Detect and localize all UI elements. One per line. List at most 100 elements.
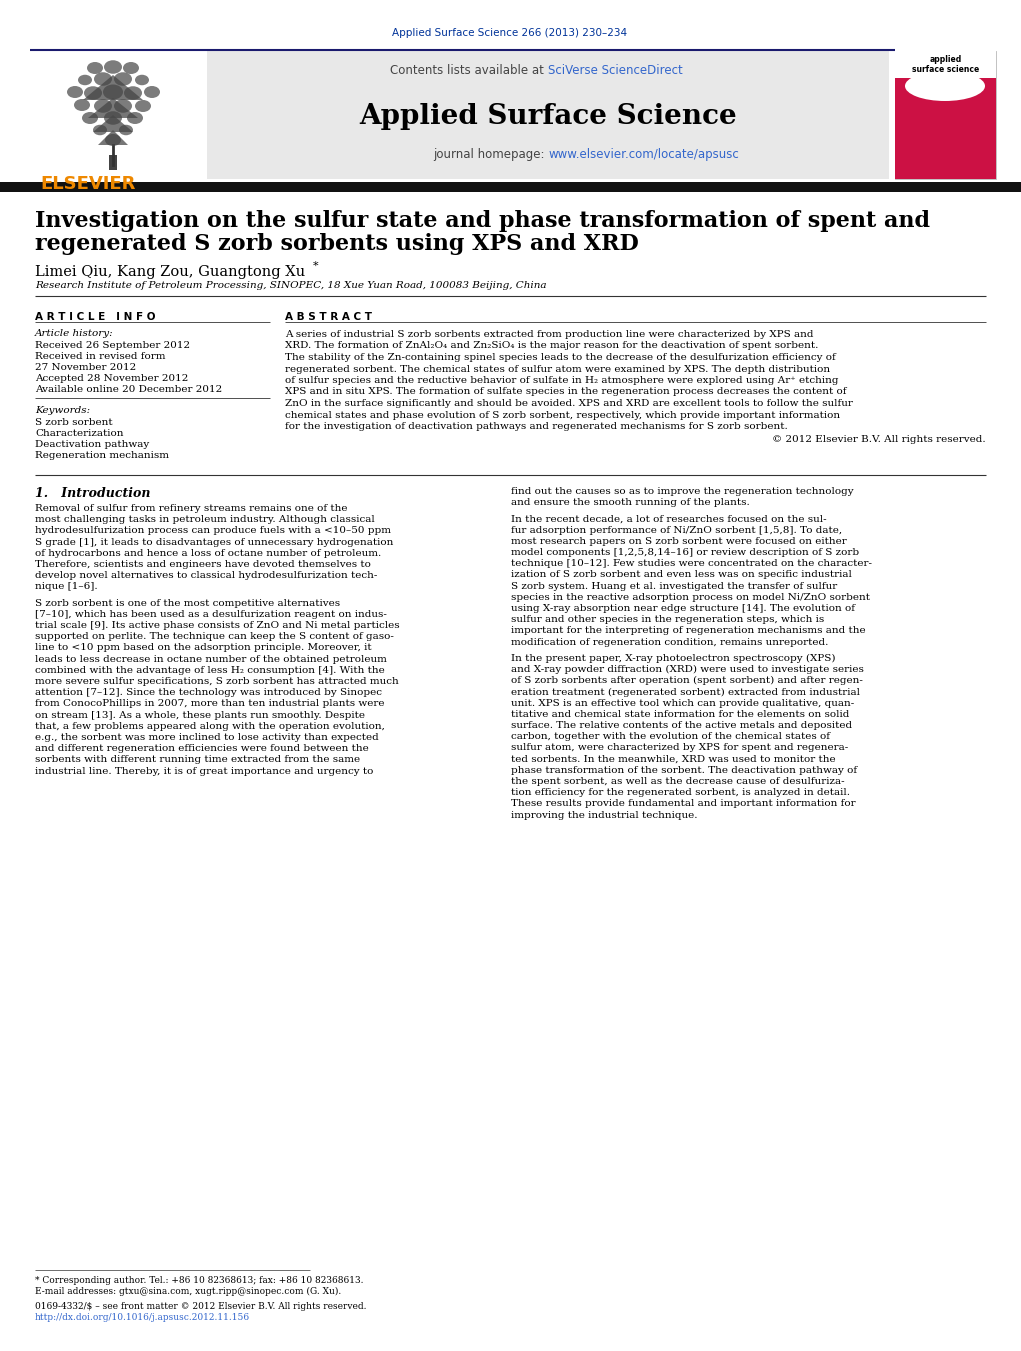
Ellipse shape xyxy=(124,86,142,100)
Ellipse shape xyxy=(905,72,985,101)
Text: Article history:: Article history: xyxy=(35,330,113,338)
Text: 1.   Introduction: 1. Introduction xyxy=(35,486,150,500)
Text: Investigation on the sulfur state and phase transformation of spent and: Investigation on the sulfur state and ph… xyxy=(35,209,930,232)
Text: Characterization: Characterization xyxy=(35,430,124,438)
Ellipse shape xyxy=(135,74,149,85)
Ellipse shape xyxy=(105,134,121,146)
Text: develop novel alternatives to classical hydrodesulfurization tech-: develop novel alternatives to classical … xyxy=(35,571,378,580)
Text: from ConocoPhillips in 2007, more than ten industrial plants were: from ConocoPhillips in 2007, more than t… xyxy=(35,700,385,708)
Ellipse shape xyxy=(94,72,112,85)
Ellipse shape xyxy=(78,74,92,85)
Text: Available online 20 December 2012: Available online 20 December 2012 xyxy=(35,385,223,394)
Text: sulfur and other species in the regeneration steps, which is: sulfur and other species in the regenera… xyxy=(510,615,824,624)
Ellipse shape xyxy=(103,85,123,100)
Text: Accepted 28 November 2012: Accepted 28 November 2012 xyxy=(35,374,189,382)
Text: *: * xyxy=(313,261,319,272)
Text: In the recent decade, a lot of researches focused on the sul-: In the recent decade, a lot of researche… xyxy=(510,515,827,523)
Text: © 2012 Elsevier B.V. All rights reserved.: © 2012 Elsevier B.V. All rights reserved… xyxy=(772,435,986,444)
Text: ZnO in the surface significantly and should be avoided. XPS and XRD are excellen: ZnO in the surface significantly and sho… xyxy=(285,399,853,408)
Bar xyxy=(30,51,207,178)
Text: Therefore, scientists and engineers have devoted themselves to: Therefore, scientists and engineers have… xyxy=(35,561,371,569)
Text: of hydrocarbons and hence a loss of octane number of petroleum.: of hydrocarbons and hence a loss of octa… xyxy=(35,549,381,558)
Bar xyxy=(109,155,117,170)
Polygon shape xyxy=(98,130,128,145)
Text: http://dx.doi.org/10.1016/j.apsusc.2012.11.156: http://dx.doi.org/10.1016/j.apsusc.2012.… xyxy=(35,1313,250,1323)
Text: * Corresponding author. Tel.: +86 10 82368613; fax: +86 10 82368613.: * Corresponding author. Tel.: +86 10 823… xyxy=(35,1275,363,1285)
Ellipse shape xyxy=(104,61,121,74)
Text: Received in revised form: Received in revised form xyxy=(35,353,165,361)
Text: www.elsevier.com/locate/apsusc: www.elsevier.com/locate/apsusc xyxy=(548,149,739,161)
Text: E-mail addresses: gtxu@sina.com, xugt.ripp@sinopec.com (G. Xu).: E-mail addresses: gtxu@sina.com, xugt.ri… xyxy=(35,1288,341,1296)
Polygon shape xyxy=(83,76,143,100)
Text: phase transformation of the sorbent. The deactivation pathway of: phase transformation of the sorbent. The… xyxy=(510,766,857,775)
Text: more severe sulfur specifications, S zorb sorbent has attracted much: more severe sulfur specifications, S zor… xyxy=(35,677,399,686)
Text: hydrodesulfurization process can produce fuels with a <10–50 ppm: hydrodesulfurization process can produce… xyxy=(35,527,391,535)
Text: Keywords:: Keywords: xyxy=(35,407,90,415)
Text: Received 26 September 2012: Received 26 September 2012 xyxy=(35,340,190,350)
Text: important for the interpreting of regeneration mechanisms and the: important for the interpreting of regene… xyxy=(510,627,866,635)
Text: regenerated S zorb sorbents using XPS and XRD: regenerated S zorb sorbents using XPS an… xyxy=(35,232,639,255)
Text: eration treatment (regenerated sorbent) extracted from industrial: eration treatment (regenerated sorbent) … xyxy=(510,688,860,697)
Ellipse shape xyxy=(67,86,83,99)
Bar xyxy=(0,182,1021,192)
Text: XRD. The formation of ZnAl₂O₄ and Zn₂SiO₄ is the major reason for the deactivati: XRD. The formation of ZnAl₂O₄ and Zn₂SiO… xyxy=(285,342,819,350)
Text: sorbents with different running time extracted from the same: sorbents with different running time ext… xyxy=(35,755,360,765)
Text: In the present paper, X-ray photoelectron spectroscopy (XPS): In the present paper, X-ray photoelectro… xyxy=(510,654,835,663)
Ellipse shape xyxy=(144,86,160,99)
Ellipse shape xyxy=(104,111,121,124)
Text: tion efficiency for the regenerated sorbent, is analyzed in detail.: tion efficiency for the regenerated sorb… xyxy=(510,788,850,797)
Ellipse shape xyxy=(82,112,98,124)
Ellipse shape xyxy=(114,99,132,112)
Text: of sulfur species and the reductive behavior of sulfate in H₂ atmosphere were ex: of sulfur species and the reductive beha… xyxy=(285,376,838,385)
Ellipse shape xyxy=(74,99,90,111)
Text: ted sorbents. In the meanwhile, XRD was used to monitor the: ted sorbents. In the meanwhile, XRD was … xyxy=(510,755,835,763)
Ellipse shape xyxy=(135,100,151,112)
Ellipse shape xyxy=(123,62,139,74)
Text: Regeneration mechanism: Regeneration mechanism xyxy=(35,451,169,459)
Bar xyxy=(895,78,996,178)
Bar xyxy=(207,51,889,178)
Text: S zorb sorbent is one of the most competitive alternatives: S zorb sorbent is one of the most compet… xyxy=(35,598,340,608)
Text: the spent sorbent, as well as the decrease cause of desulfuriza-: the spent sorbent, as well as the decrea… xyxy=(510,777,844,786)
Text: applied
surface science: applied surface science xyxy=(913,55,979,74)
Text: industrial line. Thereby, it is of great importance and urgency to: industrial line. Thereby, it is of great… xyxy=(35,766,374,775)
Text: SciVerse ScienceDirect: SciVerse ScienceDirect xyxy=(548,63,683,77)
Bar xyxy=(895,51,996,178)
Bar xyxy=(895,51,996,78)
Text: leads to less decrease in octane number of the obtained petroleum: leads to less decrease in octane number … xyxy=(35,655,387,663)
Ellipse shape xyxy=(94,99,112,112)
Text: Deactivation pathway: Deactivation pathway xyxy=(35,440,149,449)
Text: carbon, together with the evolution of the chemical states of: carbon, together with the evolution of t… xyxy=(510,732,830,742)
Text: technique [10–12]. Few studies were concentrated on the character-: technique [10–12]. Few studies were conc… xyxy=(510,559,872,569)
Text: 0169-4332/$ – see front matter © 2012 Elsevier B.V. All rights reserved.: 0169-4332/$ – see front matter © 2012 El… xyxy=(35,1302,367,1310)
Polygon shape xyxy=(93,115,133,132)
Text: S zorb sorbent: S zorb sorbent xyxy=(35,417,112,427)
Text: A R T I C L E   I N F O: A R T I C L E I N F O xyxy=(35,312,155,322)
Text: species in the reactive adsorption process on model Ni/ZnO sorbent: species in the reactive adsorption proce… xyxy=(510,593,870,601)
Text: The stability of the Zn-containing spinel species leads to the decrease of the d: The stability of the Zn-containing spine… xyxy=(285,353,836,362)
Text: Contents lists available at: Contents lists available at xyxy=(390,63,548,77)
Text: and different regeneration efficiencies were found between the: and different regeneration efficiencies … xyxy=(35,744,369,754)
Text: model components [1,2,5,8,14–16] or review description of S zorb: model components [1,2,5,8,14–16] or revi… xyxy=(510,549,859,557)
Text: attention [7–12]. Since the technology was introduced by Sinopec: attention [7–12]. Since the technology w… xyxy=(35,688,382,697)
Text: S grade [1], it leads to disadvantages of unnecessary hydrogenation: S grade [1], it leads to disadvantages o… xyxy=(35,538,393,547)
Ellipse shape xyxy=(114,72,132,85)
Ellipse shape xyxy=(119,124,133,135)
Text: improving the industrial technique.: improving the industrial technique. xyxy=(510,811,697,820)
Text: These results provide fundamental and important information for: These results provide fundamental and im… xyxy=(510,800,856,808)
Text: XPS and in situ XPS. The formation of sulfate species in the regeneration proces: XPS and in situ XPS. The formation of su… xyxy=(285,388,846,396)
Text: combined with the advantage of less H₂ consumption [4]. With the: combined with the advantage of less H₂ c… xyxy=(35,666,385,674)
Text: modification of regeneration condition, remains unreported.: modification of regeneration condition, … xyxy=(510,638,828,647)
Ellipse shape xyxy=(127,112,143,124)
Text: surface. The relative contents of the active metals and deposited: surface. The relative contents of the ac… xyxy=(510,721,853,730)
Ellipse shape xyxy=(84,86,102,100)
Text: for the investigation of deactivation pathways and regenerated mechanisms for S : for the investigation of deactivation pa… xyxy=(285,422,788,431)
Text: A series of industrial S zorb sorbents extracted from production line were chara: A series of industrial S zorb sorbents e… xyxy=(285,330,814,339)
Text: Applied Surface Science 266 (2013) 230–234: Applied Surface Science 266 (2013) 230–2… xyxy=(392,28,628,38)
Text: journal homepage:: journal homepage: xyxy=(433,149,548,161)
Text: titative and chemical state information for the elements on solid: titative and chemical state information … xyxy=(510,709,849,719)
Text: most research papers on S zorb sorbent were focused on either: most research papers on S zorb sorbent w… xyxy=(510,536,846,546)
Text: fur adsorption performance of Ni/ZnO sorbent [1,5,8]. To date,: fur adsorption performance of Ni/ZnO sor… xyxy=(510,526,842,535)
Text: sulfur atom, were characterized by XPS for spent and regenera-: sulfur atom, were characterized by XPS f… xyxy=(510,743,848,753)
Text: A B S T R A C T: A B S T R A C T xyxy=(285,312,372,322)
